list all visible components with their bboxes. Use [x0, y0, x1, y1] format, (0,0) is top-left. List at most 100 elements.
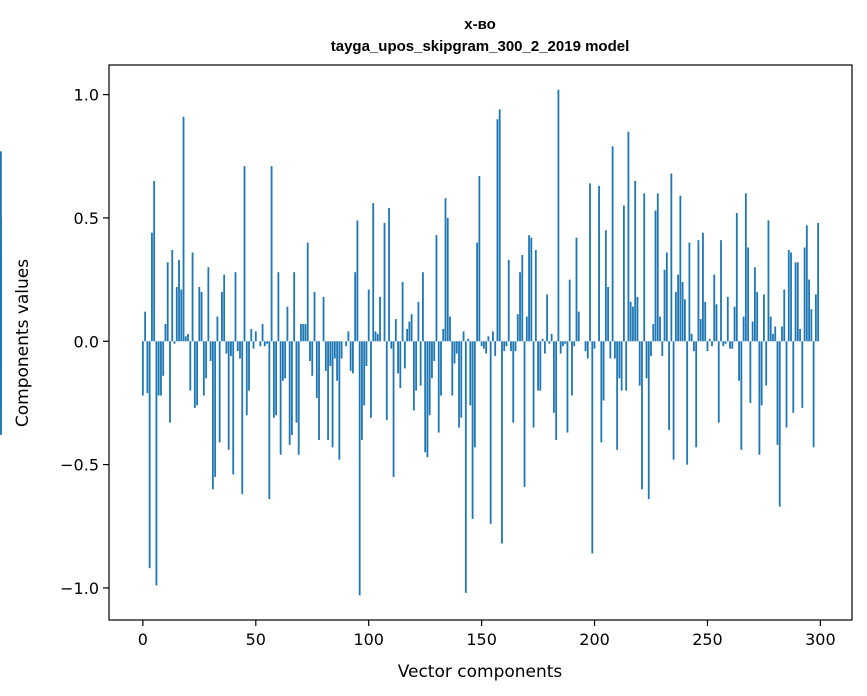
bar — [422, 272, 424, 342]
bar — [148, 341, 151, 569]
bar — [650, 341, 652, 357]
bar — [532, 341, 535, 428]
bar — [812, 341, 815, 448]
bar — [311, 341, 314, 376]
bar — [245, 341, 248, 416]
bars-group — [0, 89, 820, 596]
bar — [756, 291, 759, 342]
bar — [681, 282, 684, 342]
bar — [530, 237, 533, 342]
bar — [765, 341, 768, 386]
bar — [613, 341, 616, 359]
bar — [322, 296, 325, 342]
bar — [810, 309, 813, 342]
bar — [494, 341, 497, 357]
bar — [302, 324, 305, 342]
bar — [306, 242, 309, 342]
bar — [803, 247, 806, 342]
bar — [352, 341, 354, 374]
bar — [178, 259, 180, 342]
bar — [550, 333, 553, 342]
bar — [464, 341, 467, 593]
x-tick-label: 200 — [579, 630, 610, 649]
bar — [261, 324, 264, 342]
bar — [661, 341, 664, 357]
bar — [392, 341, 395, 477]
bar — [781, 326, 783, 342]
bar — [236, 341, 239, 352]
bar — [618, 341, 621, 379]
bar — [270, 166, 273, 342]
bar — [462, 331, 465, 342]
bar — [616, 341, 619, 450]
bar — [711, 341, 713, 347]
bar — [492, 331, 494, 342]
bar — [731, 341, 734, 349]
bar — [636, 296, 639, 342]
bar — [200, 291, 203, 342]
bar — [426, 341, 429, 458]
bar — [279, 341, 282, 455]
bar — [252, 341, 255, 349]
bar — [221, 291, 223, 342]
bar — [548, 341, 551, 344]
bar — [720, 240, 722, 342]
bar — [498, 109, 501, 342]
bar — [336, 341, 338, 381]
bar — [408, 321, 411, 342]
bar — [638, 341, 641, 386]
bar — [559, 341, 562, 354]
bar — [437, 341, 440, 433]
bar — [406, 328, 409, 342]
bar — [593, 341, 596, 349]
bar — [785, 341, 788, 428]
bar — [747, 247, 750, 342]
bar — [670, 173, 673, 342]
bar — [202, 341, 205, 396]
bar — [525, 316, 528, 342]
bar — [729, 341, 731, 349]
bar — [469, 341, 472, 406]
bar — [767, 220, 770, 342]
bar — [683, 299, 686, 342]
bar — [577, 311, 580, 342]
bar — [659, 316, 661, 342]
bar — [512, 341, 515, 423]
bar — [776, 341, 779, 445]
bar — [801, 341, 804, 408]
bar — [419, 341, 422, 386]
bar — [487, 336, 490, 342]
bar — [625, 341, 628, 391]
bar — [227, 341, 230, 450]
bar — [313, 291, 316, 342]
bar — [501, 341, 503, 544]
bar — [455, 341, 458, 354]
bar — [433, 341, 436, 361]
bar — [699, 319, 702, 342]
bar — [586, 341, 589, 359]
bar — [442, 328, 445, 342]
bar — [566, 341, 569, 433]
bar — [516, 314, 519, 342]
bar — [196, 341, 198, 406]
bar — [505, 341, 508, 347]
bar — [715, 304, 718, 342]
bar — [546, 294, 549, 342]
bar — [808, 279, 810, 342]
x-tick-label: 100 — [353, 630, 384, 649]
bar — [354, 272, 357, 342]
bar — [333, 341, 336, 359]
bar — [232, 341, 235, 475]
bar — [214, 341, 217, 477]
y-tick-label: 0.0 — [74, 332, 99, 351]
bar — [677, 274, 680, 342]
bar — [627, 131, 630, 342]
bar — [390, 341, 393, 349]
bar — [225, 341, 228, 354]
bar — [162, 341, 165, 376]
bar — [372, 203, 375, 342]
bar — [266, 341, 268, 344]
bar — [211, 341, 214, 490]
bar — [805, 225, 808, 342]
bar — [814, 294, 817, 342]
